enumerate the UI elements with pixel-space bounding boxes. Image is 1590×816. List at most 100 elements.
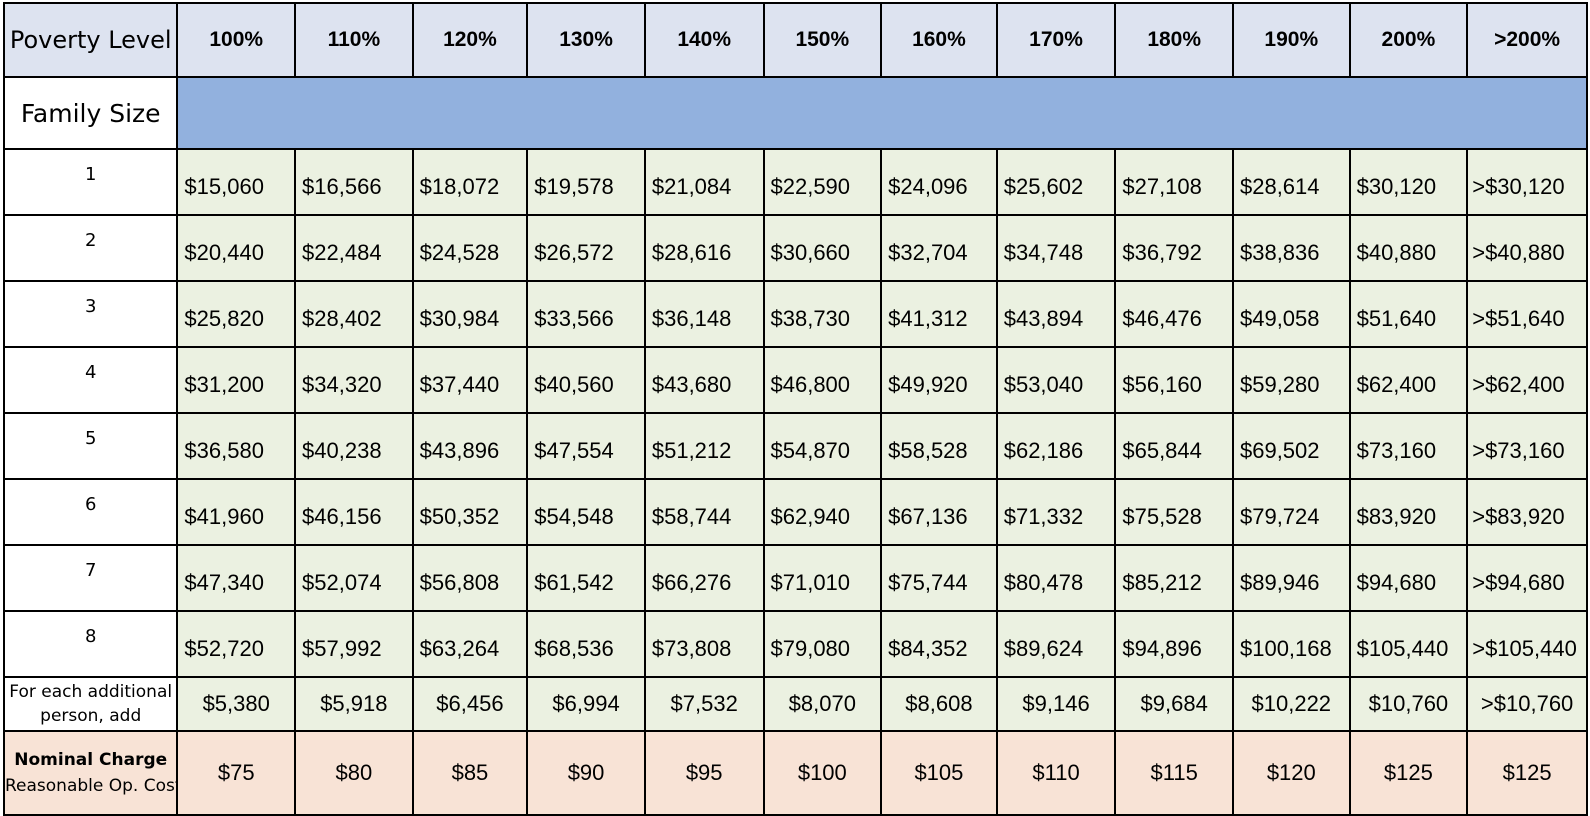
income-threshold-cell: $49,920	[880, 346, 998, 414]
income-threshold-cell: $62,940	[762, 478, 883, 546]
income-threshold-cell: $69,502	[1231, 412, 1351, 480]
income-threshold-cell: $65,844	[1114, 412, 1234, 480]
income-threshold-cell: $85,212	[1114, 544, 1234, 612]
income-threshold-cell: $100,168	[1231, 610, 1351, 678]
income-threshold-cell: $49,058	[1231, 280, 1351, 348]
family-size-row: Family Size	[2, 76, 1588, 150]
family-size-value: 6	[2, 478, 179, 546]
family-size-value: 8	[2, 610, 179, 678]
income-threshold-cell: $79,080	[762, 610, 883, 678]
family-size-value: 7	[2, 544, 179, 612]
additional-person-cell: $9,684	[1114, 676, 1234, 732]
nominal-charge-cell: $125	[1348, 730, 1469, 816]
income-threshold-cell: $52,074	[294, 544, 414, 612]
income-threshold-cell: $53,040	[995, 346, 1117, 414]
nominal-charge-cell: $100	[762, 730, 883, 816]
income-threshold-cell: $50,352	[411, 478, 529, 546]
additional-person-cell: $5,380	[176, 676, 297, 732]
income-threshold-cell: $51,212	[643, 412, 765, 480]
family-size-value: 4	[2, 346, 179, 414]
poverty-level-header: 190%	[1231, 2, 1351, 78]
income-threshold-cell: $41,312	[880, 280, 998, 348]
income-threshold-cell: $24,528	[411, 214, 529, 282]
income-threshold-cell: $40,560	[526, 346, 646, 414]
income-threshold-cell: $40,880	[1348, 214, 1469, 282]
income-threshold-cell: $84,352	[880, 610, 998, 678]
nominal-charge-cell: $80	[294, 730, 414, 816]
family-size-value: 1	[2, 148, 179, 216]
income-threshold-cell: $36,580	[176, 412, 297, 480]
table-row: 1 $15,060 $16,566 $18,072 $19,578 $21,084 $22,…	[2, 148, 1588, 216]
poverty-level-header: >200%	[1466, 2, 1588, 78]
income-threshold-cell: $75,744	[880, 544, 998, 612]
income-threshold-cell: $43,680	[643, 346, 765, 414]
nominal-charge-cell: $75	[176, 730, 297, 816]
poverty-level-header: 160%	[880, 2, 998, 78]
income-threshold-cell: $36,792	[1114, 214, 1234, 282]
income-threshold-cell: $30,660	[762, 214, 883, 282]
income-threshold-cell: >$40,880	[1466, 214, 1588, 282]
income-threshold-cell: $62,186	[995, 412, 1117, 480]
income-threshold-cell: $43,896	[411, 412, 529, 480]
income-threshold-cell: $38,836	[1231, 214, 1351, 282]
table-row: 4 $31,200 $34,320 $37,440 $40,560 $43,680 $46,…	[2, 346, 1588, 414]
income-threshold-cell: $52,720	[176, 610, 297, 678]
income-threshold-cell: $38,730	[762, 280, 883, 348]
income-threshold-cell: $54,870	[762, 412, 883, 480]
income-threshold-cell: $56,808	[411, 544, 529, 612]
nominal-charge-subtitle: Reasonable Op. Cost	[5, 776, 178, 796]
income-threshold-cell: >$83,920	[1466, 478, 1588, 546]
income-threshold-cell: $89,946	[1231, 544, 1351, 612]
income-threshold-cell: $54,548	[526, 478, 646, 546]
income-threshold-cell: $94,680	[1348, 544, 1469, 612]
poverty-level-header: 110%	[294, 2, 414, 78]
additional-person-cell: $10,760	[1348, 676, 1469, 732]
income-threshold-cell: $47,554	[526, 412, 646, 480]
additional-person-cell: $6,456	[411, 676, 529, 732]
additional-person-cell: $8,608	[880, 676, 998, 732]
income-threshold-cell: $26,572	[526, 214, 646, 282]
nominal-charge-cell: $90	[526, 730, 646, 816]
income-threshold-cell: $25,820	[176, 280, 297, 348]
income-threshold-cell: $19,578	[526, 148, 646, 216]
additional-person-cell: >$10,760	[1466, 676, 1588, 732]
income-threshold-cell: $83,920	[1348, 478, 1469, 546]
income-threshold-cell: $30,120	[1348, 148, 1469, 216]
income-threshold-cell: >$51,640	[1466, 280, 1588, 348]
income-threshold-cell: $79,724	[1231, 478, 1351, 546]
header-row: Poverty Level 100% 110% 120% 130% 140% 150% 16…	[2, 2, 1588, 78]
income-threshold-cell: $62,400	[1348, 346, 1469, 414]
income-threshold-cell: $28,614	[1231, 148, 1351, 216]
family-size-value: 5	[2, 412, 179, 480]
income-threshold-cell: $36,148	[643, 280, 765, 348]
income-threshold-cell: $47,340	[176, 544, 297, 612]
nominal-charge-cell: $125	[1466, 730, 1588, 816]
poverty-level-header: 100%	[176, 2, 297, 78]
income-threshold-cell: $80,478	[995, 544, 1117, 612]
income-threshold-cell: $31,200	[176, 346, 297, 414]
family-size-label: Family Size	[2, 76, 179, 150]
income-threshold-cell: $32,704	[880, 214, 998, 282]
family-size-value: 3	[2, 280, 179, 348]
income-threshold-cell: $56,160	[1114, 346, 1234, 414]
nominal-charge-label: Nominal Charge Reasonable Op. Cost	[2, 730, 179, 816]
income-threshold-cell: $18,072	[411, 148, 529, 216]
additional-person-cell: $10,222	[1231, 676, 1351, 732]
nominal-charge-cell: $95	[643, 730, 765, 816]
income-threshold-cell: $61,542	[526, 544, 646, 612]
income-threshold-cell: $27,108	[1114, 148, 1234, 216]
income-threshold-cell: $24,096	[880, 148, 998, 216]
poverty-level-header: 150%	[762, 2, 883, 78]
poverty-level-header: 180%	[1114, 2, 1234, 78]
poverty-level-header: 120%	[411, 2, 529, 78]
table-row: 8 $52,720 $57,992 $63,264 $68,536 $73,808 $79,…	[2, 610, 1588, 678]
income-threshold-cell: $73,160	[1348, 412, 1469, 480]
nominal-charge-title: Nominal Charge	[14, 750, 168, 770]
income-threshold-cell: $89,624	[995, 610, 1117, 678]
income-threshold-cell: $34,320	[294, 346, 414, 414]
income-threshold-cell: $46,800	[762, 346, 883, 414]
income-threshold-cell: $28,402	[294, 280, 414, 348]
income-threshold-cell: $22,484	[294, 214, 414, 282]
income-threshold-cell: $67,136	[880, 478, 998, 546]
